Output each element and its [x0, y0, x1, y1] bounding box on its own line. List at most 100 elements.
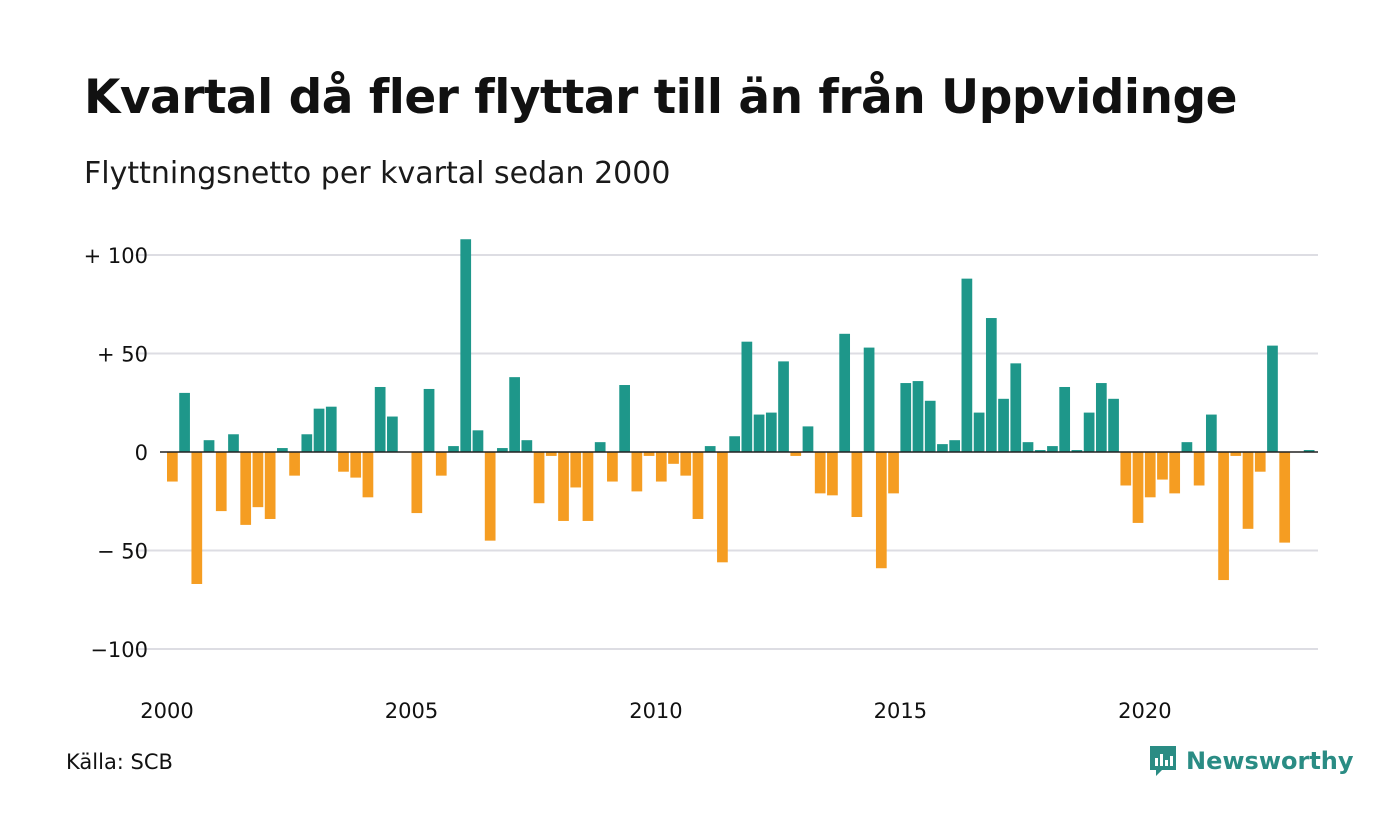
bar: [252, 452, 264, 508]
bar: [1022, 442, 1034, 452]
bar: [582, 452, 594, 521]
x-tick-label: 2015: [874, 699, 927, 723]
bar: [497, 448, 508, 452]
bar: [949, 440, 961, 452]
bar: [985, 318, 997, 452]
bar: [973, 412, 985, 452]
bar: [362, 452, 374, 498]
bar: [1144, 452, 1156, 498]
y-tick-label: 0: [135, 441, 148, 465]
source-note: Källa: SCB: [66, 750, 173, 774]
bar: [643, 452, 655, 456]
bar: [228, 434, 239, 452]
bar: [191, 452, 203, 584]
bar: [790, 452, 802, 456]
brand-logo[interactable]: Newsworthy: [1148, 744, 1354, 778]
bar: [387, 416, 398, 452]
bar: [1279, 452, 1291, 543]
bar: [1242, 452, 1254, 529]
bar: [607, 452, 618, 482]
bar: [704, 446, 716, 452]
x-tick-label: 2020: [1118, 699, 1171, 723]
y-tick-label: −100: [90, 638, 148, 662]
bar: [1108, 398, 1119, 452]
bar: [179, 392, 190, 452]
bar: [472, 430, 484, 452]
bar: [924, 400, 936, 452]
bar: [350, 452, 362, 478]
bar: [240, 452, 252, 525]
bar: [668, 452, 679, 464]
bar: [215, 452, 227, 512]
y-tick-label: − 50: [97, 540, 148, 564]
brand-name: Newsworthy: [1186, 747, 1354, 775]
bar: [1071, 450, 1083, 452]
bar: [741, 341, 753, 452]
bar: [1083, 412, 1095, 452]
bar: [961, 278, 973, 452]
bar: [778, 361, 789, 452]
bar: [753, 414, 765, 452]
bar: [1059, 386, 1071, 452]
bar: [325, 406, 337, 452]
bar: [717, 452, 728, 563]
bar: [680, 452, 692, 476]
bar: [484, 452, 496, 541]
bar: [937, 444, 948, 452]
bar: [729, 436, 740, 452]
y-tick-label: + 100: [84, 244, 148, 268]
bar: [338, 452, 349, 472]
y-axis-ticks: + 100 + 50 0 − 50 −100: [84, 244, 148, 662]
bar: [411, 452, 423, 514]
bar: [814, 452, 826, 494]
x-tick-label: 2000: [140, 699, 193, 723]
bar: [435, 452, 447, 476]
bar: [594, 442, 606, 452]
bar: [1010, 363, 1022, 452]
bar: [301, 434, 313, 452]
bar: [888, 452, 899, 494]
bar: [875, 452, 887, 569]
bar: [1267, 345, 1278, 452]
bar: [558, 452, 569, 521]
bar: [1181, 442, 1193, 452]
bar: [1132, 452, 1144, 523]
bar: [912, 381, 924, 452]
bar: [545, 452, 557, 456]
bar: [851, 452, 863, 518]
bar: [1157, 452, 1168, 480]
bar: [570, 452, 582, 488]
bar: [1169, 452, 1181, 494]
bar: [1193, 452, 1205, 486]
bar: [1120, 452, 1132, 486]
bar: [521, 440, 533, 452]
bar: [655, 452, 667, 482]
chart-subtitle: Flyttningsnetto per kvartal sedan 2000: [84, 156, 671, 191]
bar: [313, 408, 325, 452]
bar: [765, 412, 777, 452]
bar: [1095, 383, 1107, 452]
bar: [998, 398, 1009, 452]
bar: [827, 452, 838, 496]
bar: [1034, 450, 1046, 452]
bar: [863, 347, 875, 452]
bar: [374, 386, 386, 452]
bar: [1218, 452, 1229, 581]
y-tick-label: + 50: [97, 343, 148, 367]
bar: [460, 239, 472, 452]
bar: [423, 388, 435, 452]
bar-chart: + 100 + 50 0 − 50 −100 2000 2005 2010 2015 2020: [84, 239, 1318, 723]
bar: [277, 448, 288, 452]
bar: [631, 452, 643, 492]
bar: [509, 377, 520, 452]
bars: [167, 239, 1315, 584]
bar: [289, 452, 300, 476]
bar: [802, 426, 814, 452]
bar: [203, 440, 215, 452]
bar: [1205, 414, 1217, 452]
bar: [1230, 452, 1242, 456]
bar: [1303, 450, 1315, 452]
x-axis-ticks: 2000 2005 2010 2015 2020: [140, 699, 1171, 723]
bar: [619, 385, 630, 452]
bar: [839, 333, 851, 452]
